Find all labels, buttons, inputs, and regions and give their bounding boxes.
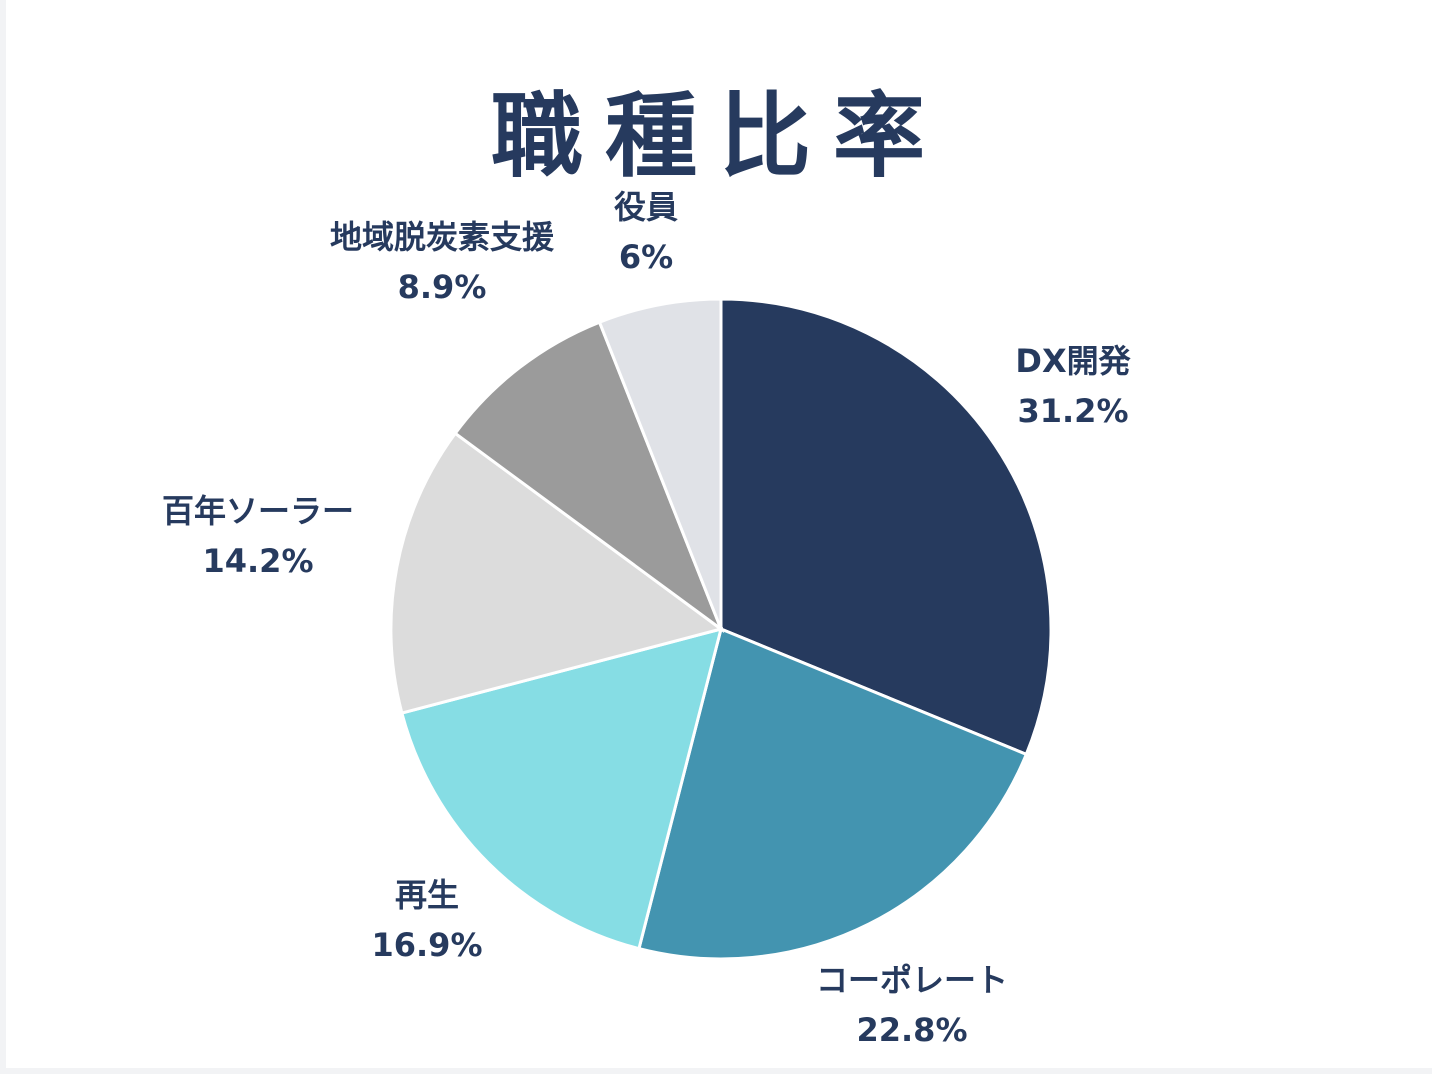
slice-category-label: 百年ソーラー (162, 492, 354, 530)
slice-value-label: 8.9% (398, 268, 487, 306)
slice-value-label: 22.8% (856, 1011, 967, 1049)
pie-slice-6 (597, 297, 723, 630)
pie-slice-4 (389, 431, 725, 715)
chart-card: 職種比率 DX開発 31.2% コーポレート 22.8% 再生 16.9% 百年ソーラー 14… (6, 0, 1432, 1068)
pie-slice-2 (637, 626, 1029, 961)
slice-category-label: 役員 (614, 188, 678, 226)
slice-value-label: 31.2% (1017, 392, 1128, 430)
slice-category-label: 地域脱炭素支援 (330, 218, 555, 256)
slice-value-label: 14.2% (202, 542, 313, 580)
pie-slice-1 (719, 297, 1053, 757)
slice-category-label: DX開発 (1015, 342, 1131, 380)
slice-category-label: 再生 (395, 876, 459, 914)
slice-value-label: 6% (619, 238, 673, 276)
slice-category-label: コーポレート (816, 961, 1008, 999)
pie-slices (389, 297, 1053, 961)
pie-chart: DX開発 31.2% コーポレート 22.8% 再生 16.9% 百年ソーラー 14.2% 地域… (162, 188, 1132, 1049)
slice-value-label: 16.9% (371, 926, 482, 964)
pie-slice-3 (400, 626, 724, 951)
pie-slice-5 (453, 320, 725, 634)
pie-labels: DX開発 31.2% コーポレート 22.8% 再生 16.9% 百年ソーラー 14.2% 地域… (162, 188, 1132, 1049)
chart-title: 職種比率 (490, 83, 947, 190)
